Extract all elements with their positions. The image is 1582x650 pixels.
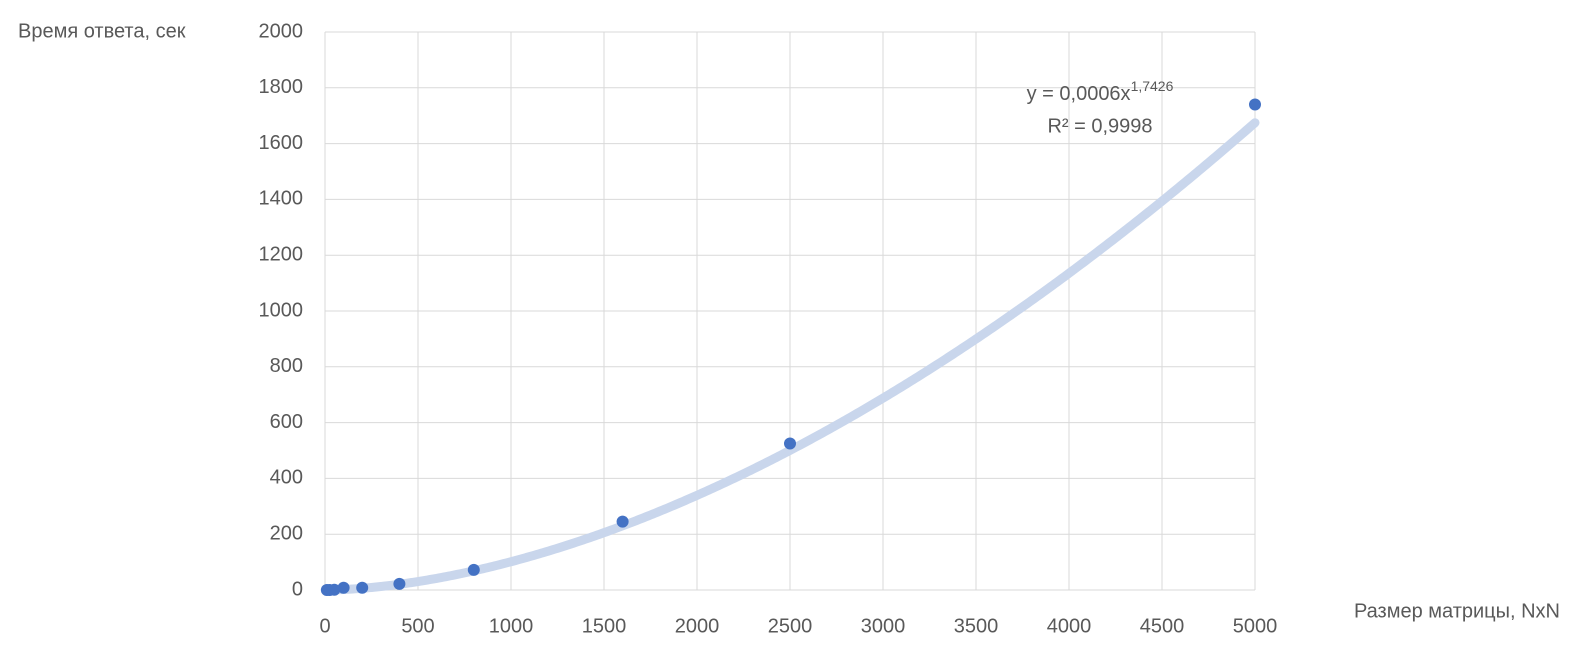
x-tick-label: 3000	[861, 615, 906, 637]
y-tick-label: 200	[270, 522, 303, 544]
y-tick-label: 1200	[259, 243, 304, 265]
y-tick-label: 1600	[259, 132, 304, 154]
x-tick-label: 1500	[582, 615, 627, 637]
y-tick-label: 1400	[259, 188, 304, 210]
y-tick-label: 2000	[259, 20, 304, 42]
y-tick-label: 1800	[259, 76, 304, 98]
point	[337, 581, 350, 594]
point	[356, 581, 369, 594]
equation-text: y = 0,0006x	[1027, 83, 1131, 105]
point	[1249, 98, 1261, 111]
y-tick-label: 800	[270, 355, 303, 377]
point	[467, 563, 480, 576]
x-tick-label: 1000	[489, 615, 534, 637]
x-tick-label: 2500	[768, 615, 813, 637]
x-tick-label: 3500	[954, 615, 999, 637]
point	[393, 577, 406, 590]
point	[328, 583, 341, 596]
x-tick-label: 4500	[1140, 615, 1185, 637]
x-tick-label: 0	[319, 615, 330, 637]
x-axis-label: Размер матрицы, NxN	[1354, 600, 1560, 622]
equation-exponent: 1,7426	[1131, 78, 1174, 94]
trendline	[322, 118, 1260, 595]
x-tick-label: 2000	[675, 615, 720, 637]
point	[784, 437, 796, 450]
trendline-equation: y = 0,0006x1,7426	[1027, 78, 1174, 106]
y-tick-label: 600	[270, 411, 303, 433]
x-tick-label: 5000	[1233, 615, 1278, 637]
point	[616, 515, 629, 528]
y-tick-label: 0	[292, 578, 303, 600]
y-axis-label: Время ответа, сек	[18, 20, 186, 42]
x-tick-label: 500	[401, 615, 434, 637]
r-squared: R² = 0,9998	[1047, 115, 1152, 137]
x-tick-label: 4000	[1047, 615, 1092, 637]
y-tick-label: 400	[270, 467, 303, 489]
y-tick-label: 1000	[259, 299, 304, 321]
